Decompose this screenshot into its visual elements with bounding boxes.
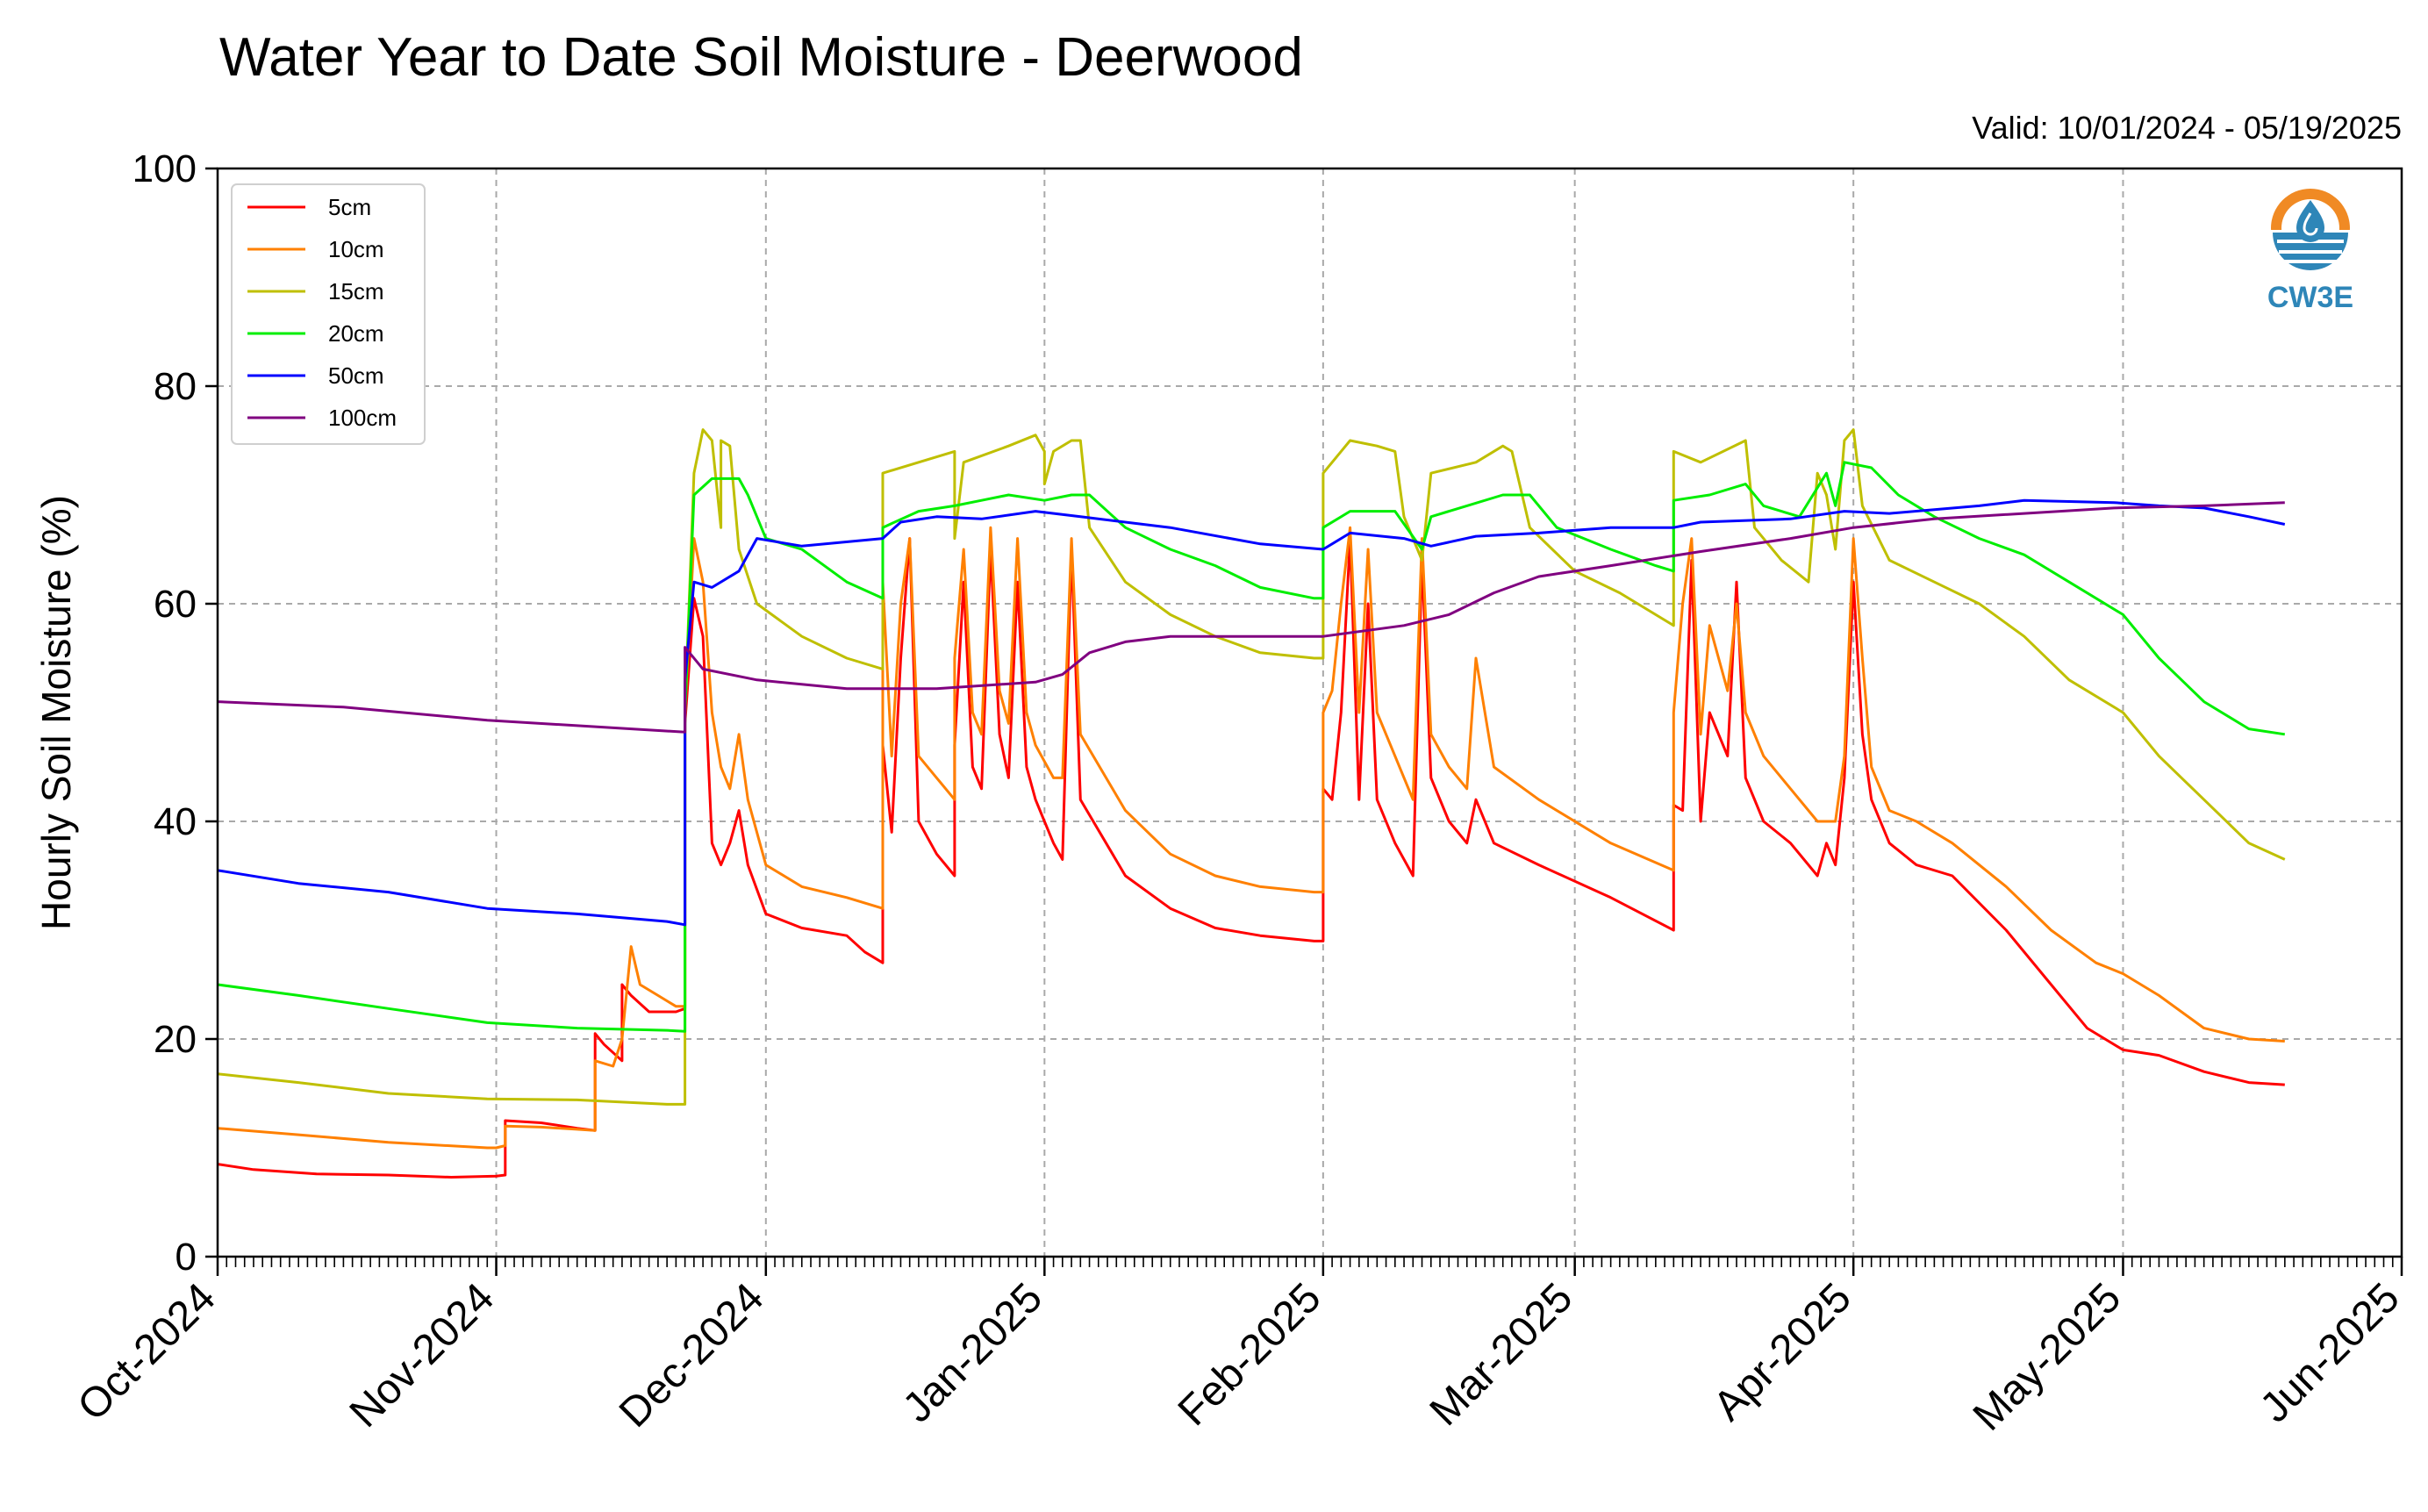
x-tick-label: Nov-2024 bbox=[341, 1274, 504, 1437]
y-tick-label: 40 bbox=[154, 800, 197, 843]
data-series bbox=[217, 428, 2286, 1179]
chart-title: Water Year to Date Soil Moisture - Deerw… bbox=[219, 27, 1303, 88]
series-line-10cm bbox=[217, 526, 2285, 1150]
logo-text: CW3E bbox=[2267, 281, 2353, 314]
series-line-100cm bbox=[217, 501, 2285, 734]
y-tick-label: 80 bbox=[154, 365, 197, 408]
legend-label-20cm: 20cm bbox=[328, 320, 384, 347]
series-line-50cm bbox=[217, 498, 2286, 927]
cw3e-logo: CW3E bbox=[2267, 189, 2353, 314]
daily-minor-ticks bbox=[217, 1257, 2403, 1267]
water-drop-logo-icon bbox=[2271, 189, 2350, 270]
x-tick-label: May-2025 bbox=[1965, 1274, 2130, 1439]
x-tick-label: Feb-2025 bbox=[1170, 1274, 1330, 1435]
y-tick-label: 20 bbox=[154, 1018, 197, 1061]
series-line-15cm bbox=[217, 428, 2286, 1106]
x-tick-label: Mar-2025 bbox=[1422, 1274, 1582, 1435]
y-axis-ticks: 0 20 40 60 80 100 bbox=[133, 147, 218, 1279]
x-tick-label: Jun-2025 bbox=[2252, 1274, 2409, 1431]
y-tick-label: 100 bbox=[133, 147, 197, 190]
legend-label-5cm: 5cm bbox=[328, 194, 371, 220]
grid-lines bbox=[218, 168, 2402, 1257]
legend-label-10cm: 10cm bbox=[328, 236, 384, 262]
legend-label-15cm: 15cm bbox=[328, 278, 384, 305]
x-axis-ticks: Oct-2024 Nov-2024 Dec-2024 Jan-2025 Feb-2025… bbox=[69, 1257, 2409, 1440]
series-line-5cm bbox=[217, 537, 2285, 1179]
x-tick-label: Apr-2025 bbox=[1705, 1274, 1860, 1430]
x-tick-label: Dec-2024 bbox=[611, 1274, 773, 1437]
minor-ticks bbox=[217, 1257, 2403, 1267]
legend-label-100cm: 100cm bbox=[328, 405, 397, 431]
y-tick-label: 60 bbox=[154, 583, 197, 626]
y-axis-label: Hourly Soil Moisture (%) bbox=[33, 495, 79, 930]
legend: 5cm 10cm 15cm 20cm 50cm 100cm bbox=[231, 183, 426, 445]
y-tick-label: 0 bbox=[175, 1236, 197, 1279]
legend-label-50cm: 50cm bbox=[328, 362, 384, 389]
x-tick-label: Jan-2025 bbox=[894, 1274, 1051, 1431]
series-line-20cm bbox=[217, 461, 2286, 1033]
x-tick-label: Oct-2024 bbox=[69, 1274, 225, 1430]
plot-frame bbox=[216, 167, 2403, 1258]
valid-date-range: Valid: 10/01/2024 - 05/19/2025 bbox=[1972, 110, 2402, 146]
